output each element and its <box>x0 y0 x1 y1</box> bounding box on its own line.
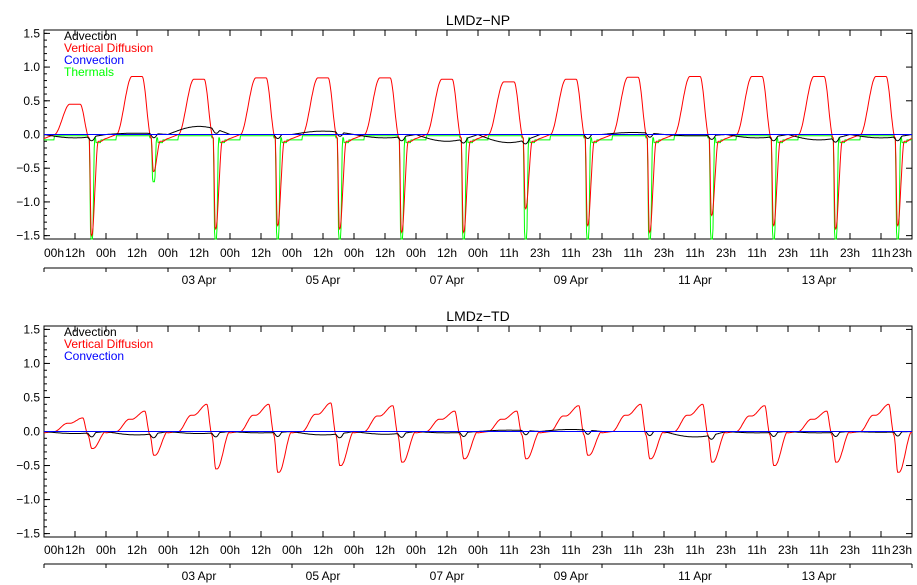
chart1-legend-adv: Advection <box>64 325 117 339</box>
chart1-ytick-label: 0.0 <box>23 425 40 439</box>
chart0-xtick-label: 00h <box>96 246 116 260</box>
chart0-legend-con: Convection <box>64 53 124 67</box>
chart0-legend-thm: Thermals <box>64 65 114 79</box>
chart0-xtick-label: 23h <box>778 246 798 260</box>
chart0-xtick-label: 23h <box>592 246 612 260</box>
chart1-ytick-label: −1.0 <box>16 493 40 507</box>
chart1-series-adv-line <box>43 429 912 440</box>
chart1-date-label: 05 Apr <box>306 569 341 583</box>
chart1-xtick-label: 00h <box>344 543 364 557</box>
chart0-xtick-label: 00h <box>220 246 240 260</box>
chart1-xtick-label: 12h <box>189 543 209 557</box>
chart0-xtick-label: 12h <box>313 246 333 260</box>
chart0-xtick-label: 11h <box>499 246 518 260</box>
chart1-xtick-label: 23h <box>716 543 736 557</box>
chart1-xtick-label: 00h <box>282 543 302 557</box>
chart0-xtick-label: 12h <box>375 246 395 260</box>
chart0-ytick-label: −1.5 <box>16 229 40 243</box>
chart1-xtick-label: 12h <box>127 543 147 557</box>
chart0-date-label: 03 Apr <box>182 273 217 287</box>
chart0-date-label: 13 Apr <box>802 273 837 287</box>
chart1-xtick-label: 11h <box>871 543 890 557</box>
chart0-xtick-label: 00h <box>468 246 488 260</box>
chart1-xtick-label: 23h <box>592 543 612 557</box>
chart1-date-label: 03 Apr <box>182 569 217 583</box>
chart1-xtick-label: 11h <box>685 543 704 557</box>
chart0-xtick-label: 12h <box>65 246 85 260</box>
chart1-xtick-label: 00h <box>44 543 64 557</box>
chart1-xtick-label: 23h <box>840 543 860 557</box>
chart1-series-vdf-line <box>43 402 913 473</box>
chart0-xtick-label: 11h <box>809 246 828 260</box>
chart0-xtick-label: 11h <box>561 246 580 260</box>
chart1-date-label: 07 Apr <box>430 569 465 583</box>
chart0-xtick-label: 12h <box>251 246 271 260</box>
chart1-xtick-label: 11h <box>561 543 580 557</box>
chart0-legend-adv: Advection <box>64 29 117 43</box>
chart1-xtick-label: 23h <box>778 543 798 557</box>
chart1-title: LMDz−TD <box>446 308 509 324</box>
chart0-ytick-label: −1.0 <box>16 195 40 209</box>
chart0-date-label: 07 Apr <box>430 273 465 287</box>
chart1-xtick-label: 12h <box>313 543 333 557</box>
chart0-date-label: 09 Apr <box>554 273 589 287</box>
chart0-xtick-label: 11h <box>871 246 890 260</box>
chart0-xtick-label: 11h <box>747 246 766 260</box>
chart1-xtick-label: 00h <box>96 543 116 557</box>
chart1-xtick-label: 11h <box>499 543 518 557</box>
chart0-xtick-label: 23h <box>840 246 860 260</box>
chart0-xtick-label: 11h <box>623 246 642 260</box>
chart0-xtick-label: 12h <box>437 246 457 260</box>
chart0-ytick-label: −0.5 <box>16 161 40 175</box>
chart0-xtick-label: 23h <box>530 246 550 260</box>
chart1-xtick-label: 12h <box>437 543 457 557</box>
chart0-xtick-label: 00h <box>158 246 178 260</box>
chart1-ytick-label: 1.5 <box>23 322 40 336</box>
chart1-xtick-label: 00h <box>406 543 426 557</box>
chart1-legend-vdf: Vertical Diffusion <box>64 337 153 351</box>
chart1-date-label: 13 Apr <box>802 569 837 583</box>
chart0-ytick-label: 1.5 <box>23 26 40 40</box>
chart1-date-label: 11 Apr <box>678 569 712 583</box>
chart0-ytick-label: 0.0 <box>23 128 40 142</box>
chart1-ytick-label: 1.0 <box>23 356 40 370</box>
chart1-xtick-label: 11h <box>623 543 642 557</box>
chart0-xtick-label: 23h <box>654 246 674 260</box>
chart1-xtick-label: 12h <box>375 543 395 557</box>
chart1-legend-con: Convection <box>64 349 124 363</box>
chart0-xtick-label: 23h <box>892 246 912 260</box>
chart1-xtick-label: 12h <box>65 543 85 557</box>
chart0-xtick-label: 00h <box>282 246 302 260</box>
chart0-series-vdf-line <box>43 76 913 238</box>
chart0-xtick-label: 00h <box>44 246 64 260</box>
chart1-date-label: 09 Apr <box>554 569 589 583</box>
chart0-xtick-label: 12h <box>189 246 209 260</box>
chart0-legend-vdf: Vertical Diffusion <box>64 41 153 55</box>
chart0-ytick-label: 1.0 <box>23 60 40 74</box>
chart1-xtick-label: 00h <box>158 543 178 557</box>
chart1-ytick-label: 0.5 <box>23 390 40 404</box>
chart1-xtick-label: 23h <box>530 543 550 557</box>
chart0-date-label: 05 Apr <box>306 273 341 287</box>
chart1-xtick-label: 23h <box>892 543 912 557</box>
chart1-xtick-label: 12h <box>251 543 271 557</box>
chart1-ytick-label: −0.5 <box>16 459 40 473</box>
chart0-title: LMDz−NP <box>446 12 510 28</box>
chart1-xtick-label: 11h <box>747 543 766 557</box>
chart0-xtick-label: 23h <box>716 246 736 260</box>
chart1-xtick-label: 00h <box>468 543 488 557</box>
chart0-date-label: 11 Apr <box>678 273 712 287</box>
chart0-xtick-label: 12h <box>127 246 147 260</box>
chart0-series-thm-line <box>44 135 912 240</box>
chart1-ytick-label: −1.5 <box>16 527 40 541</box>
chart0-xtick-label: 00h <box>406 246 426 260</box>
chart0-xtick-label: 11h <box>685 246 704 260</box>
chart1-xtick-label: 00h <box>220 543 240 557</box>
chart1-xtick-label: 23h <box>654 543 674 557</box>
chart0-ytick-label: 0.5 <box>23 94 40 108</box>
chart1-xtick-label: 11h <box>809 543 828 557</box>
chart0-xtick-label: 00h <box>344 246 364 260</box>
